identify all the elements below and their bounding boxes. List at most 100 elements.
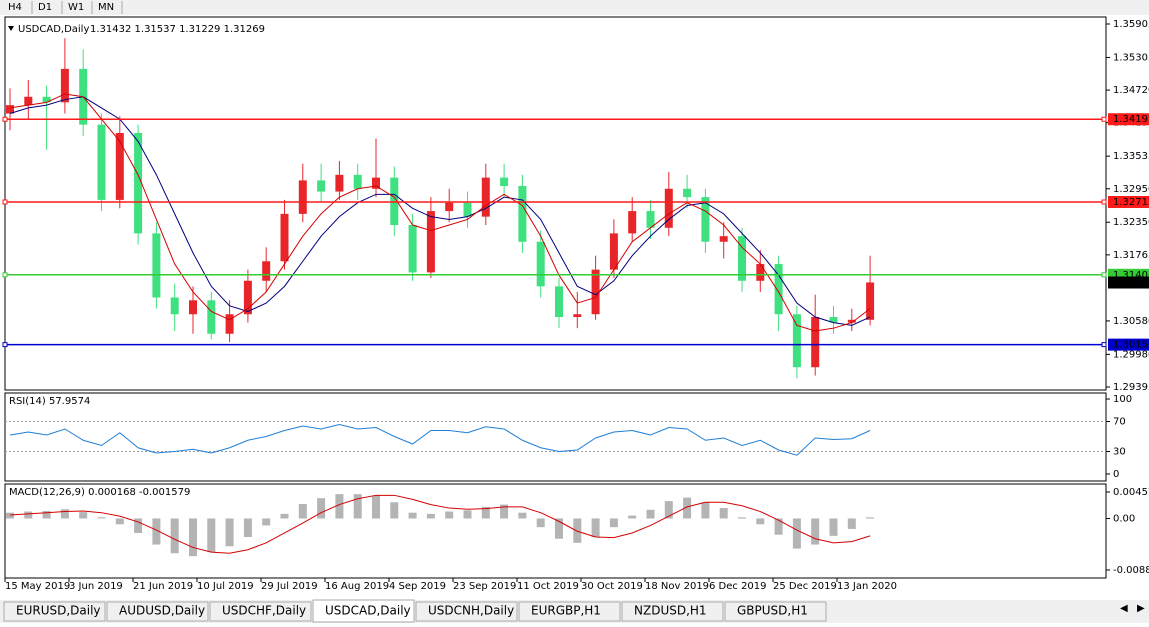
tab[interactable] <box>415 601 518 622</box>
candle-body <box>609 233 618 270</box>
macd-bar <box>445 511 454 519</box>
macd-bar <box>500 504 509 519</box>
level-handle[interactable] <box>1101 272 1107 278</box>
tab[interactable] <box>724 601 827 622</box>
macd-bar <box>701 502 710 519</box>
timeframe-button[interactable]: MN <box>98 2 114 13</box>
macd-bar <box>280 513 289 519</box>
macd-bar <box>79 512 88 519</box>
macd-label: MACD(12,26,9) 0.000168 -0.001579 <box>9 487 190 498</box>
macd-bar <box>97 517 106 519</box>
macd-bar <box>134 518 143 533</box>
candle-body <box>866 282 875 320</box>
macd-panel <box>4 483 1107 579</box>
x-tick-label: 25 Dec 2019 <box>773 581 837 592</box>
x-tick-label: 30 Oct 2019 <box>581 581 643 592</box>
timeframe-button[interactable]: D1 <box>38 2 52 13</box>
candle-body <box>189 300 197 315</box>
y-tick-label: 1.31765 <box>1113 250 1149 261</box>
candle-body <box>207 300 216 334</box>
candle-body <box>847 319 856 323</box>
level-handle[interactable] <box>1101 116 1107 122</box>
candle-body <box>60 68 69 103</box>
level-handle[interactable] <box>1101 342 1107 348</box>
level-handle[interactable] <box>2 116 8 122</box>
level-handle[interactable] <box>2 199 8 205</box>
level-price: 1.34197 <box>1113 114 1149 125</box>
macd-bar <box>60 509 69 519</box>
macd-bar <box>298 504 307 519</box>
x-tick-label: 10 Jul 2019 <box>197 581 254 592</box>
macd-bar <box>24 511 33 519</box>
timeframe-button[interactable]: W1 <box>68 2 84 13</box>
x-tick-label: 21 Jun 2019 <box>133 581 193 592</box>
tab-label[interactable]: USDCAD,Daily <box>325 604 411 618</box>
level-handle[interactable] <box>1101 199 1107 205</box>
tab-label[interactable]: AUDUSD,Daily <box>119 604 205 618</box>
y-tick-label: 0.004572 <box>1113 487 1149 498</box>
candle-body <box>628 211 637 234</box>
candle-body <box>481 177 490 217</box>
rsi-panel <box>4 392 1107 482</box>
candle-body <box>426 211 435 273</box>
level-handle[interactable] <box>2 272 8 278</box>
tab[interactable] <box>3 601 106 622</box>
candle-body <box>756 264 765 281</box>
candle-body <box>97 124 106 200</box>
tab[interactable] <box>518 601 621 622</box>
tab-label[interactable]: EURGBP,H1 <box>531 604 601 618</box>
macd-bar <box>555 518 563 539</box>
last-price-box <box>1108 276 1149 289</box>
macd-bar <box>774 518 783 535</box>
candle-body <box>170 297 179 315</box>
macd-signal <box>9 494 871 554</box>
tab[interactable] <box>312 599 415 623</box>
y-tick-label: 100 <box>1113 394 1132 405</box>
macd-bar <box>335 494 344 519</box>
tab[interactable] <box>106 601 209 622</box>
tab-label[interactable]: EURUSD,Daily <box>16 604 101 618</box>
x-tick-label: 16 Aug 2019 <box>325 581 389 592</box>
tab-label[interactable]: USDCHF,Daily <box>222 604 306 618</box>
y-tick-label: 1.32350 <box>1113 217 1149 228</box>
rsi-line <box>9 423 871 456</box>
tab-label[interactable]: GBPUSD,H1 <box>737 604 808 618</box>
macd-bar <box>829 518 838 536</box>
macd-bar <box>683 497 692 519</box>
level-handle[interactable] <box>2 342 8 348</box>
macd-bar <box>866 517 875 519</box>
candle-body <box>152 233 161 298</box>
moving-average <box>9 93 871 332</box>
candle-body <box>701 197 710 242</box>
y-tick-label: 1.33535 <box>1113 151 1149 162</box>
rsi-label: RSI(14) 57.9574 <box>9 396 90 407</box>
scroll-left[interactable]: ◀ <box>1120 603 1128 614</box>
tab[interactable] <box>209 601 312 622</box>
tab-label[interactable]: USDCNH,Daily <box>428 604 514 618</box>
scroll-right[interactable]: ▶ <box>1137 603 1145 614</box>
collapse-icon[interactable] <box>8 26 14 31</box>
x-tick-label: 18 Nov 2019 <box>645 581 709 592</box>
y-tick-label: -0.00889 <box>1113 565 1149 576</box>
macd-bar <box>243 518 252 538</box>
macd-bar <box>115 518 124 525</box>
x-tick-label: 13 Jan 2020 <box>837 581 897 592</box>
macd-bar <box>408 512 417 519</box>
level-price-box <box>1108 338 1149 351</box>
tab[interactable] <box>621 601 724 622</box>
macd-bar <box>426 513 435 519</box>
y-tick-label: 0.00 <box>1113 513 1135 524</box>
candle-body <box>536 241 545 287</box>
macd-bar <box>719 508 728 519</box>
macd-bar <box>628 515 637 519</box>
timeframe-button[interactable]: H4 <box>8 2 22 13</box>
candle-body <box>591 269 600 315</box>
x-tick-label: 3 Jun 2019 <box>69 581 123 592</box>
y-tick-label: 1.35305 <box>1113 52 1149 63</box>
tab-label[interactable]: NZDUSD,H1 <box>634 604 707 618</box>
candle-body <box>683 188 692 198</box>
candle-body <box>573 314 582 318</box>
y-tick-label: 1.32950 <box>1113 184 1149 195</box>
level-price: 1.32713 <box>1113 197 1149 208</box>
